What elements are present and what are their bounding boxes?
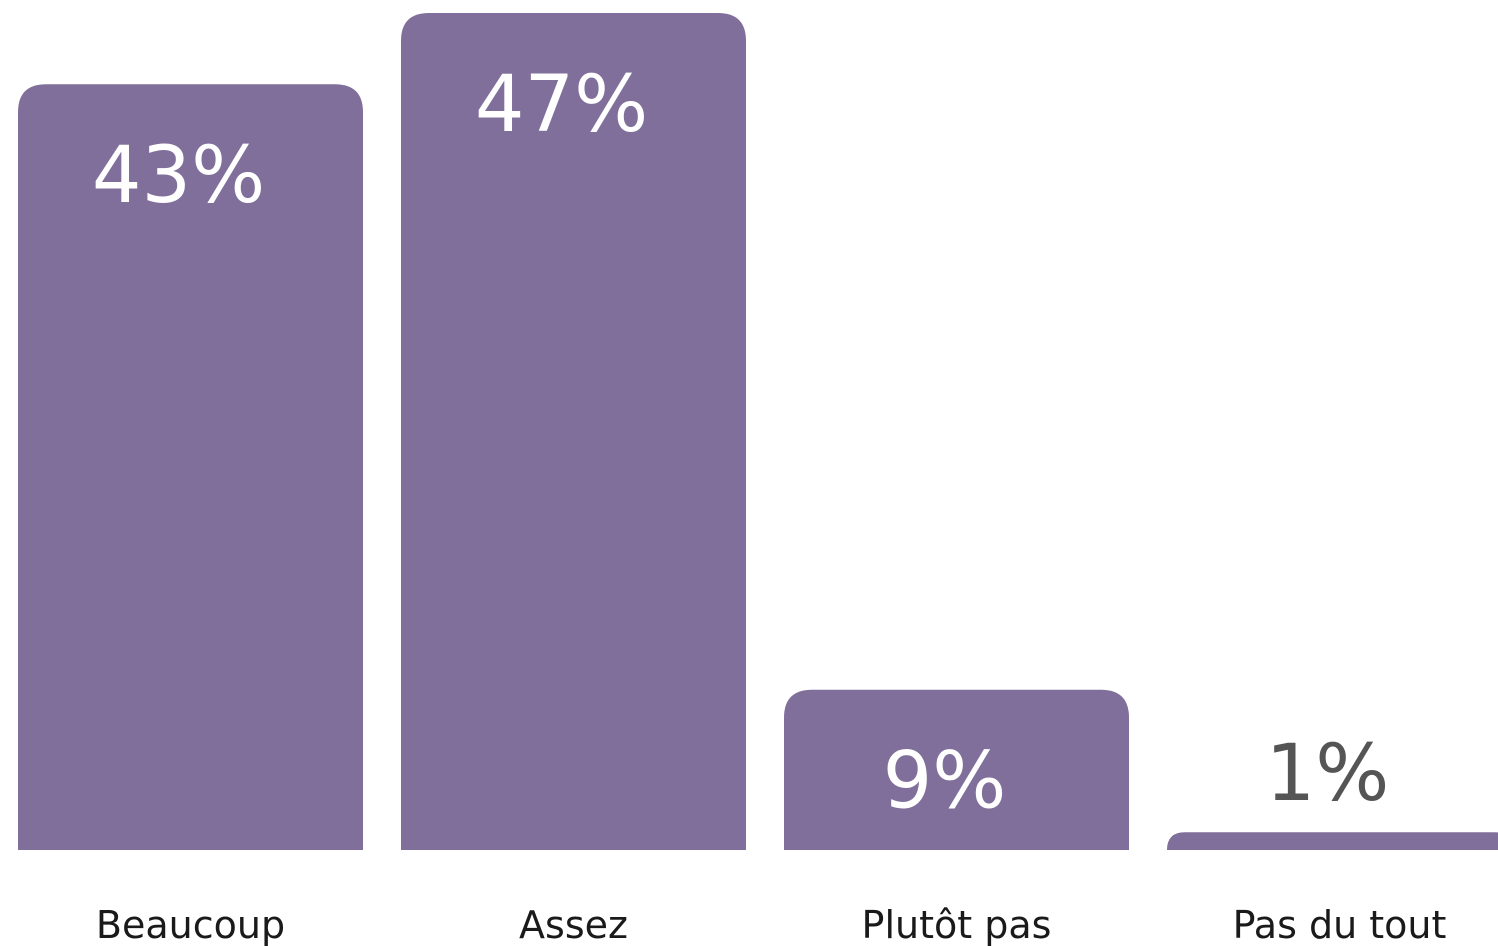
bar	[1167, 832, 1498, 850]
category-label: Plutôt pas	[862, 903, 1052, 946]
bar	[401, 13, 746, 850]
category-label: Beaucoup	[96, 903, 285, 946]
category-label: Pas du tout	[1233, 903, 1447, 946]
value-label: 9%	[883, 737, 1007, 827]
value-label: 47%	[475, 60, 648, 150]
category-label: Assez	[519, 903, 628, 946]
value-label: 1%	[1266, 729, 1390, 819]
bar	[784, 689, 1129, 850]
bar	[18, 84, 363, 851]
value-label: 43%	[92, 131, 265, 221]
